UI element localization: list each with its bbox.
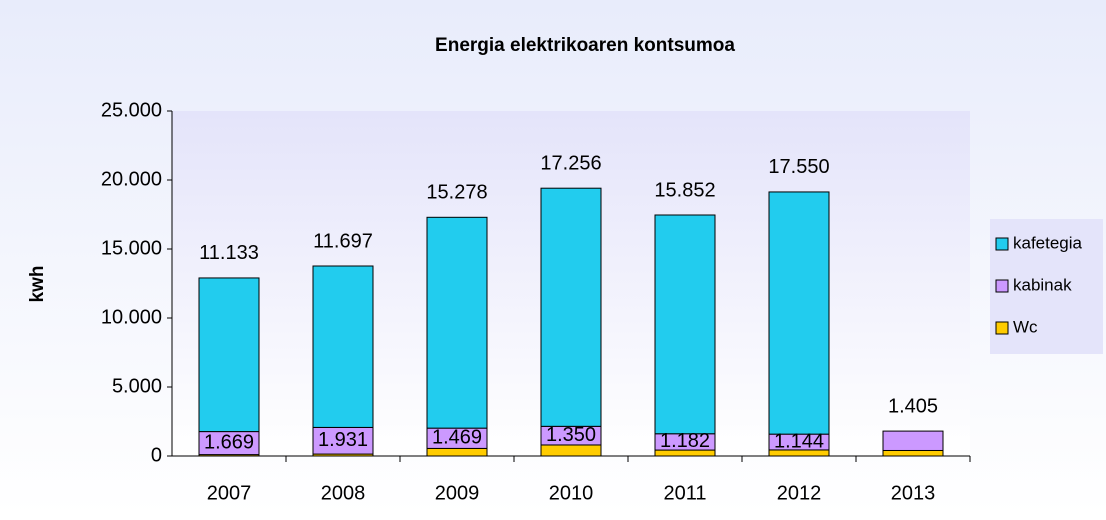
x-tick-label: 2013 [891,482,936,504]
x-tick-label: 2010 [549,482,594,504]
legend-label: Wc [1013,317,1038,336]
bar-segment [312,265,374,428]
data-label: 1.144 [774,430,824,452]
y-tick-label: 20.000 [101,168,162,190]
x-tick-label: 2011 [663,482,706,504]
y-tick-label: 0 [151,444,162,466]
y-axis-label: kwh [27,266,48,303]
bar-segment [654,214,716,435]
data-label: 11.133 [199,242,259,264]
data-label: 1.931 [318,429,368,451]
legend-swatch [995,237,1009,251]
legend-swatch [995,279,1009,293]
bar-segment [426,447,488,457]
data-label: 1.669 [204,431,254,453]
bar-segment [882,449,944,457]
x-tick-label: 2009 [435,482,480,504]
legend-box [990,219,1103,354]
bar-segment [768,191,830,435]
legend-swatch [995,321,1009,335]
x-tick-label: 2008 [321,482,366,504]
legend-label: kabinak [1013,275,1072,294]
data-label: 17.256 [540,152,601,174]
x-tick-label: 2012 [777,482,822,504]
data-label: 15.852 [654,179,715,201]
legend-label: kafetegia [1013,233,1083,252]
y-tick-label: 5.000 [112,375,162,397]
data-label: 15.278 [426,182,487,204]
bar-segment [540,444,602,457]
chart-title: Energia elektrikoaren kontsumoa [435,35,735,56]
bar-segment [882,430,944,451]
data-label: 11.697 [313,230,373,252]
y-tick-label: 25.000 [101,99,162,121]
data-label: 17.550 [768,156,829,178]
y-tick-label: 10.000 [101,306,162,328]
data-label: 1.350 [546,424,596,446]
bar-segment [312,426,374,455]
y-tick-label: 15.000 [101,237,162,259]
bar-segment [540,187,602,427]
data-label: 1.182 [660,430,710,452]
bar-segment [426,216,488,429]
data-label: 1.405 [888,395,938,417]
data-label: 1.469 [432,427,482,449]
bar-segment [198,277,260,433]
x-tick-label: 2007 [207,482,252,504]
